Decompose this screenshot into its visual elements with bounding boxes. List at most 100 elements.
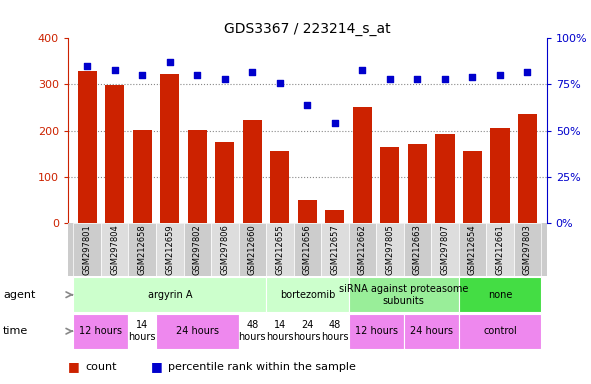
Text: GSM212656: GSM212656 (303, 224, 312, 275)
FancyBboxPatch shape (128, 314, 156, 349)
FancyBboxPatch shape (128, 223, 156, 276)
FancyBboxPatch shape (294, 314, 321, 349)
Point (138, 72, 147, 78)
Bar (270, 151, 290, 223)
FancyBboxPatch shape (459, 314, 541, 349)
Bar (435, 134, 454, 223)
FancyBboxPatch shape (294, 223, 321, 276)
Text: ■: ■ (68, 360, 80, 373)
Bar (243, 121, 262, 223)
FancyBboxPatch shape (266, 277, 349, 312)
Bar (353, 107, 372, 223)
Text: 24 hours: 24 hours (176, 326, 219, 336)
Text: siRNA against proteasome
subunits: siRNA against proteasome subunits (339, 284, 468, 306)
Point (275, 79, 284, 86)
FancyBboxPatch shape (349, 314, 404, 349)
Text: 24 hours: 24 hours (410, 326, 453, 336)
FancyBboxPatch shape (404, 223, 431, 276)
FancyBboxPatch shape (459, 223, 486, 276)
Text: count: count (86, 362, 117, 372)
Point (248, 68, 257, 74)
Point (467, 74, 477, 80)
FancyBboxPatch shape (514, 223, 541, 276)
FancyBboxPatch shape (266, 223, 294, 276)
FancyBboxPatch shape (73, 223, 101, 276)
Bar (188, 130, 207, 223)
Text: GSM297807: GSM297807 (440, 224, 449, 275)
Text: agent: agent (3, 290, 35, 300)
Bar (518, 114, 537, 223)
Text: GSM212654: GSM212654 (468, 224, 477, 275)
Bar (160, 74, 180, 223)
Bar (215, 142, 235, 223)
Bar (408, 144, 427, 223)
FancyBboxPatch shape (266, 314, 294, 349)
Bar (380, 147, 400, 223)
Text: GSM297806: GSM297806 (220, 224, 229, 275)
Point (303, 102, 312, 108)
Text: none: none (488, 290, 512, 300)
Text: 48
hours: 48 hours (321, 320, 349, 342)
Text: time: time (3, 326, 28, 336)
FancyBboxPatch shape (101, 223, 128, 276)
FancyBboxPatch shape (321, 223, 349, 276)
Bar (77, 71, 97, 223)
Bar (105, 85, 124, 223)
Bar (491, 128, 509, 223)
Text: GSM297804: GSM297804 (111, 224, 119, 275)
Text: GSM212659: GSM212659 (165, 224, 174, 275)
Text: 14
hours: 14 hours (266, 320, 294, 342)
FancyBboxPatch shape (376, 223, 404, 276)
Bar (298, 200, 317, 223)
FancyBboxPatch shape (349, 277, 459, 312)
Text: 48
hours: 48 hours (239, 320, 266, 342)
Point (110, 67, 119, 73)
Point (330, 120, 340, 126)
Text: 24
hours: 24 hours (294, 320, 321, 342)
Text: GSM212662: GSM212662 (358, 224, 367, 275)
Bar (132, 130, 152, 223)
FancyBboxPatch shape (431, 223, 459, 276)
Point (358, 67, 367, 73)
Text: percentile rank within the sample: percentile rank within the sample (168, 362, 356, 372)
Text: GSM212655: GSM212655 (275, 224, 284, 275)
FancyBboxPatch shape (459, 277, 541, 312)
FancyBboxPatch shape (156, 314, 239, 349)
Text: ■: ■ (151, 360, 163, 373)
FancyBboxPatch shape (239, 314, 266, 349)
Bar (325, 210, 345, 223)
FancyBboxPatch shape (404, 314, 459, 349)
Point (440, 76, 450, 82)
Text: 12 hours: 12 hours (355, 326, 398, 336)
Text: GSM297805: GSM297805 (385, 224, 394, 275)
Text: GSM212660: GSM212660 (248, 224, 257, 275)
Text: GSM212658: GSM212658 (138, 224, 147, 275)
Text: GSM297802: GSM297802 (193, 224, 202, 275)
Point (413, 76, 422, 82)
FancyBboxPatch shape (321, 314, 349, 349)
Text: argyrin A: argyrin A (148, 290, 192, 300)
Text: GSM297803: GSM297803 (523, 224, 532, 275)
Text: GSM212663: GSM212663 (413, 224, 422, 275)
FancyBboxPatch shape (486, 223, 514, 276)
FancyBboxPatch shape (211, 223, 239, 276)
Text: control: control (483, 326, 517, 336)
Text: 12 hours: 12 hours (79, 326, 122, 336)
FancyBboxPatch shape (184, 223, 211, 276)
Point (193, 72, 202, 78)
Text: GSM212657: GSM212657 (330, 224, 339, 275)
FancyBboxPatch shape (156, 223, 184, 276)
Text: GSM297801: GSM297801 (83, 224, 92, 275)
Text: GSM212661: GSM212661 (495, 224, 504, 275)
Point (385, 76, 395, 82)
Point (220, 76, 229, 82)
FancyBboxPatch shape (349, 223, 376, 276)
Point (83, 63, 92, 69)
FancyBboxPatch shape (73, 314, 128, 349)
Point (165, 59, 174, 65)
FancyBboxPatch shape (73, 277, 266, 312)
Point (522, 68, 532, 74)
Title: GDS3367 / 223214_s_at: GDS3367 / 223214_s_at (224, 22, 391, 36)
Point (495, 72, 505, 78)
Text: bortezomib: bortezomib (280, 290, 335, 300)
